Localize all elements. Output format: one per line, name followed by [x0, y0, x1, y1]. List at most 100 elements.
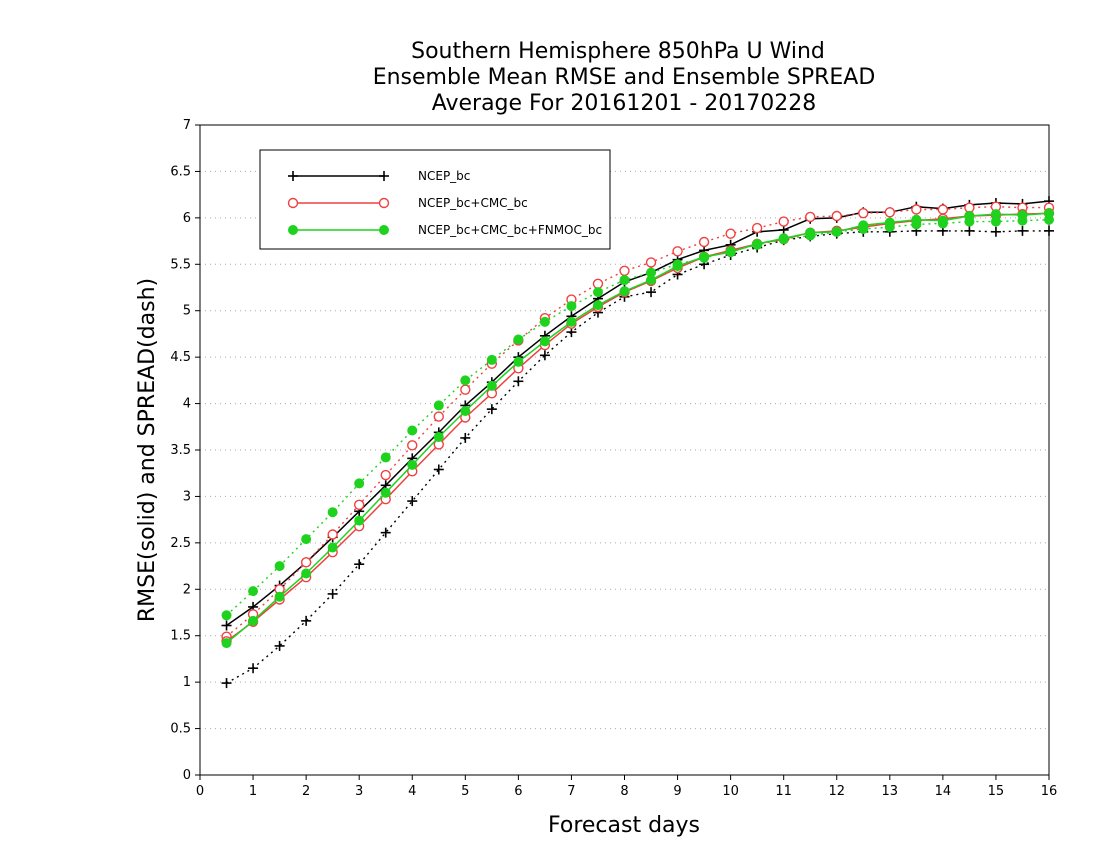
series-0-spread-point [354, 559, 365, 570]
series-0-spread-point [274, 640, 285, 651]
series-2-rmse-point [513, 356, 524, 367]
series-2-rmse-point [752, 238, 763, 249]
series-2-spread-point [354, 478, 365, 489]
series-2-rmse-point [990, 209, 1001, 220]
series-0-spread-point [460, 432, 471, 443]
y-tick-label: 6.5 [170, 164, 191, 179]
series-1-spread-point [751, 222, 763, 234]
series-1-spread-point [672, 246, 683, 257]
legend-marker [378, 197, 390, 209]
grid [200, 170, 1049, 730]
series-0-spread-point [407, 496, 418, 507]
y-tick-label: 2.5 [170, 536, 191, 551]
legend: NCEP_bc NCEP_bc+CMC_bc NCEP_bc+CMC_bc+FNMO… [259, 149, 611, 250]
series-2-spread-point [619, 275, 630, 286]
series-2-spread-point [221, 610, 232, 621]
series-2-rmse-point [672, 261, 683, 272]
x-tick-label: 3 [355, 784, 363, 799]
series-0-rmse-point [221, 620, 232, 631]
series-1-spread-point [592, 278, 604, 289]
series-0-spread-point [1017, 225, 1028, 236]
series-2-rmse-point [831, 226, 842, 237]
series-2-spread-point [274, 561, 285, 572]
x-axis: 0 1 2 3 4 5 6 7 8 9 10 11 12 13 14 15 16 [196, 775, 1057, 799]
series-1-spread-point [380, 469, 391, 481]
x-tick-label: 10 [722, 784, 739, 799]
series-0-spread-point [964, 225, 975, 236]
y-tick-label: 0.5 [170, 722, 191, 737]
y-tick-label: 3.5 [170, 443, 191, 458]
series-2-rmse-point [911, 214, 922, 225]
series-2-rmse-point [407, 459, 418, 470]
series-2 [221, 208, 1054, 649]
series-0-spread-line [226, 230, 1049, 684]
series-2-rmse-point [1017, 210, 1028, 221]
x-tick-label: 1 [249, 784, 257, 799]
series-2-rmse-point [1044, 208, 1054, 219]
y-tick-label: 5.5 [170, 257, 191, 272]
series-2-spread-point [460, 375, 471, 386]
series-0-spread-point [433, 464, 444, 475]
x-tick-label: 5 [461, 784, 469, 799]
series-1-spread-point [327, 529, 338, 540]
series-2-rmse-point [646, 275, 657, 286]
series-2-spread-line [226, 219, 1050, 616]
series-1 [221, 201, 1055, 647]
legend-marker [288, 171, 298, 181]
series-1-spread-point [300, 557, 312, 568]
legend-label: NCEP_bc+CMC_bc+FNMOC_bc [418, 223, 602, 237]
series-2-spread-point [486, 354, 497, 365]
x-tick-label: 8 [620, 784, 628, 799]
series-1-spread-point [831, 210, 842, 222]
chart-title-line-3: Average For 20161201 - 20170228 [432, 91, 817, 116]
series-1-spread-point [778, 216, 789, 227]
series-1-spread-point [407, 440, 418, 451]
x-tick-label: 7 [567, 784, 575, 799]
legend-entry: NCEP_bc [288, 169, 470, 183]
series-0 [221, 196, 1054, 689]
series-2-rmse-point [725, 247, 736, 258]
y-axis: 0 0.5 1 1.5 2 2.5 3 3.5 4 4.5 5 5.5 6 6.5 7 [170, 118, 200, 783]
series-1-spread-point [911, 204, 922, 215]
series-2-spread-point [513, 334, 524, 345]
y-tick-label: 5 [183, 304, 191, 319]
y-tick-label: 3 [183, 489, 191, 504]
chart-title-line-2: Ensemble Mean RMSE and Ensemble SPREAD [373, 65, 876, 90]
series-2-rmse-point [539, 336, 550, 347]
series-2-spread-point [566, 301, 577, 312]
series-2-rmse-point [805, 227, 816, 238]
y-tick-label: 6 [183, 211, 191, 226]
series-2-rmse-point [460, 406, 471, 416]
series-1-spread-point [645, 257, 657, 268]
x-tick-label: 11 [775, 784, 792, 799]
series-0-spread-point [1044, 225, 1054, 236]
series-1-spread-point [460, 384, 471, 395]
legend-marker [379, 171, 389, 181]
legend-box [259, 149, 611, 250]
series-2-spread-point [248, 586, 259, 597]
series-2-rmse-point [380, 487, 391, 498]
x-tick-label: 14 [935, 784, 952, 799]
series-2-rmse-point [433, 432, 444, 442]
series-2-rmse-point [964, 211, 975, 221]
series-1-spread-point [433, 411, 444, 422]
series-2-spread-point [301, 534, 312, 545]
series-1-spread-point [353, 499, 365, 510]
series-2-spread-point [592, 287, 603, 298]
series-2-rmse-point [778, 233, 789, 244]
series-0-spread-point [248, 663, 259, 674]
series-2-rmse-point [699, 251, 710, 262]
series-1-spread-point [937, 204, 949, 215]
legend-marker [287, 197, 299, 209]
series-2-rmse-point [884, 217, 895, 228]
series-1-spread-point [884, 207, 896, 218]
x-tick-label: 0 [196, 784, 204, 799]
series-1-spread-point [725, 228, 736, 239]
series-0-spread-point [539, 350, 550, 361]
series-2-rmse-point [248, 615, 259, 626]
series-2-rmse-point [619, 286, 630, 297]
series-2-rmse-point [486, 380, 497, 391]
y-tick-label: 4 [183, 397, 191, 412]
legend-entry: NCEP_bc+CMC_bc [287, 196, 528, 210]
series-2-rmse-point [354, 515, 365, 526]
